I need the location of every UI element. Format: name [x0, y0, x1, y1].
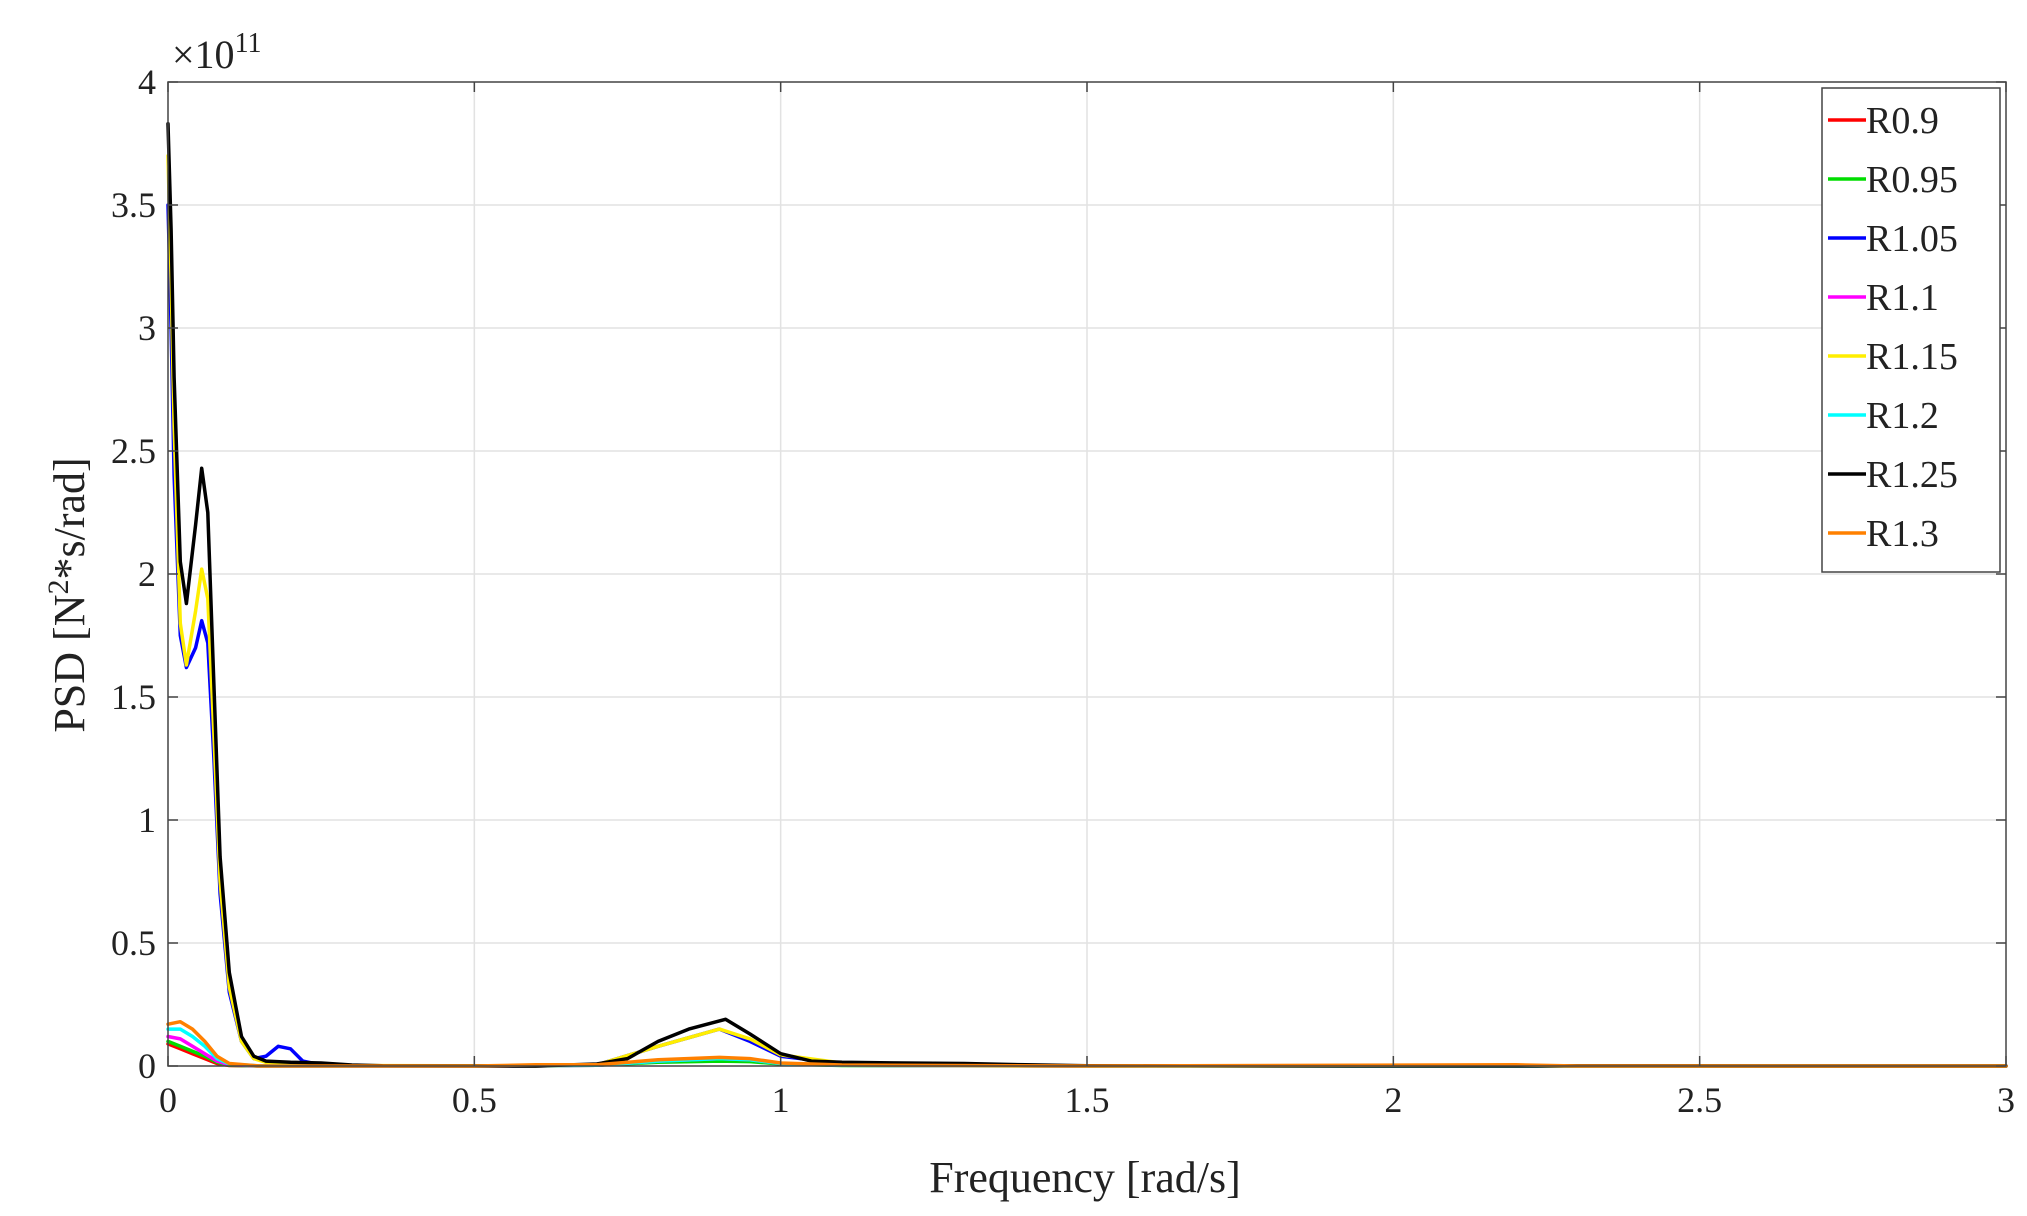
x-tick-label: 0	[159, 1080, 177, 1120]
x-tick-labels: 0 0.5 1 1.5 2 2.5 3	[159, 82, 2015, 1120]
y-tick-labels: 0 0.5 1 1.5 2 2.5 3 3.5 4	[111, 62, 2006, 1086]
y-axis-label: PSD [N2*s/rad]	[42, 457, 94, 732]
y-tick-label: 2.5	[111, 431, 156, 471]
legend-label: R0.9	[1866, 100, 1939, 142]
x-tick-label: 0.5	[452, 1080, 497, 1120]
y-tick-label: 0.5	[111, 923, 156, 963]
legend-label: R1.3	[1866, 513, 1939, 555]
y-tick-label: 3.5	[111, 185, 156, 225]
legend-label: R1.05	[1866, 218, 1958, 260]
x-tick-label: 3	[1997, 1080, 2015, 1120]
y-tick-label: 1.5	[111, 677, 156, 717]
legend-label: R1.1	[1866, 277, 1939, 319]
legend-box	[1821, 87, 2001, 573]
legend-label: R1.15	[1866, 336, 1958, 378]
grid	[168, 82, 2006, 1066]
legend-label: R0.95	[1866, 159, 1958, 201]
y-tick-label: 0	[138, 1046, 156, 1086]
legend-label: R1.25	[1866, 454, 1958, 496]
x-tick-label: 1	[772, 1080, 790, 1120]
x-tick-label: 2.5	[1677, 1080, 1722, 1120]
y-tick-label: 4	[138, 62, 156, 102]
legend: R0.9 R0.95 R1.05 R1.1 R1.15 R1.2 R1.25 R1.3	[1821, 87, 2001, 573]
y-tick-label: 3	[138, 308, 156, 348]
legend-label: R1.2	[1866, 395, 1939, 437]
y-tick-label: 2	[138, 554, 156, 594]
x-tick-label: 1.5	[1065, 1080, 1110, 1120]
y-exponent-label: ×1011	[172, 28, 262, 77]
y-tick-label: 1	[138, 800, 156, 840]
x-axis-label: Frequency [rad/s]	[929, 1153, 1241, 1202]
x-tick-label: 2	[1384, 1080, 1402, 1120]
